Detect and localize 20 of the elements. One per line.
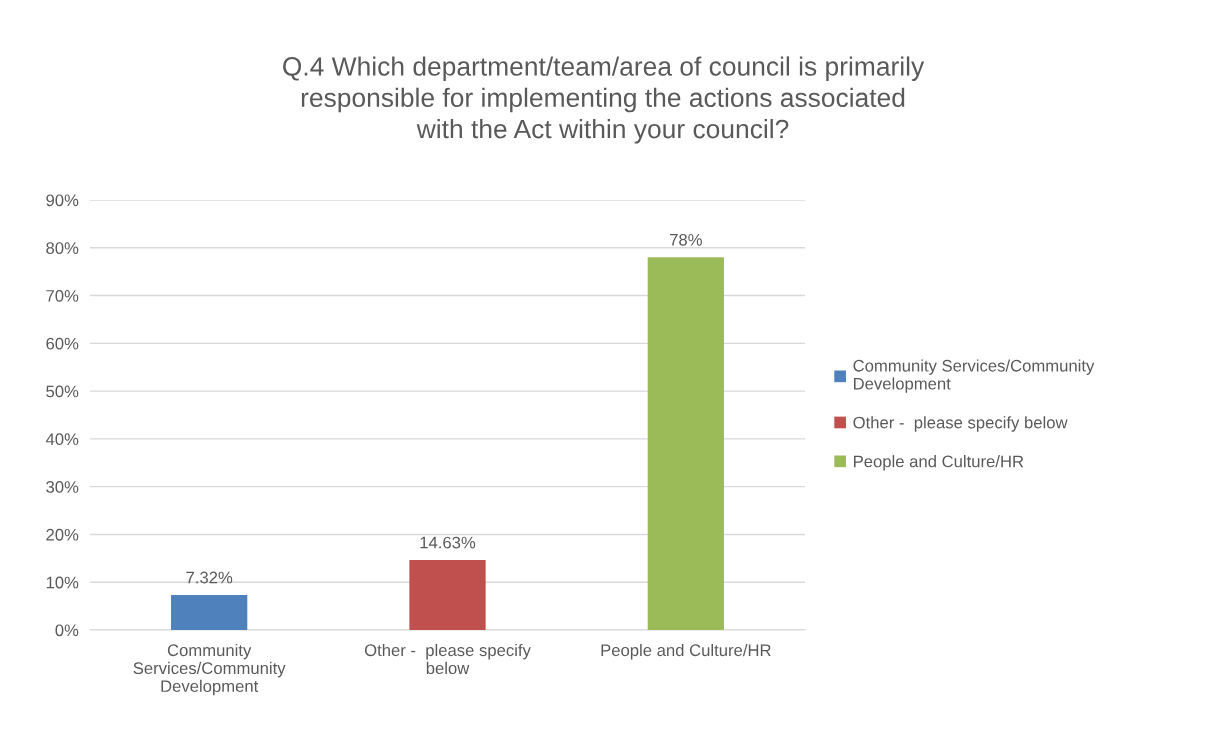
data-label: 7.32% [186,571,233,584]
x-tick-label: Community Services/Community Development [133,643,286,696]
data-label: 14.63% [420,536,476,549]
data-label: 78% [670,233,702,246]
y-tick-label: 60% [46,337,79,350]
legend-label: People and Culture/HR [854,455,1024,471]
y-tick-label: 80% [46,242,79,254]
x-tick-label: People and Culture/HR [601,643,771,660]
y-tick-label: 70% [46,289,79,302]
y-tick-label: 50% [46,385,79,398]
legend-label: Community Services/Community Development [853,359,1095,393]
chart-title: Q.4 Which department/team/area of council is primarily responsible for implementing the actions associated with the Act within your council? [283,56,925,144]
y-tick-label: 0% [55,624,79,637]
legend-label: Other - please specify below [853,416,1068,432]
x-tick-label: Other - please specify below [364,643,531,675]
y-tick-label: 90% [46,194,79,207]
y-tick-label: 20% [46,528,79,541]
y-tick-label: 40% [45,433,79,446]
y-tick-label: 10% [46,576,79,589]
y-tick-label: 30% [46,481,79,493]
